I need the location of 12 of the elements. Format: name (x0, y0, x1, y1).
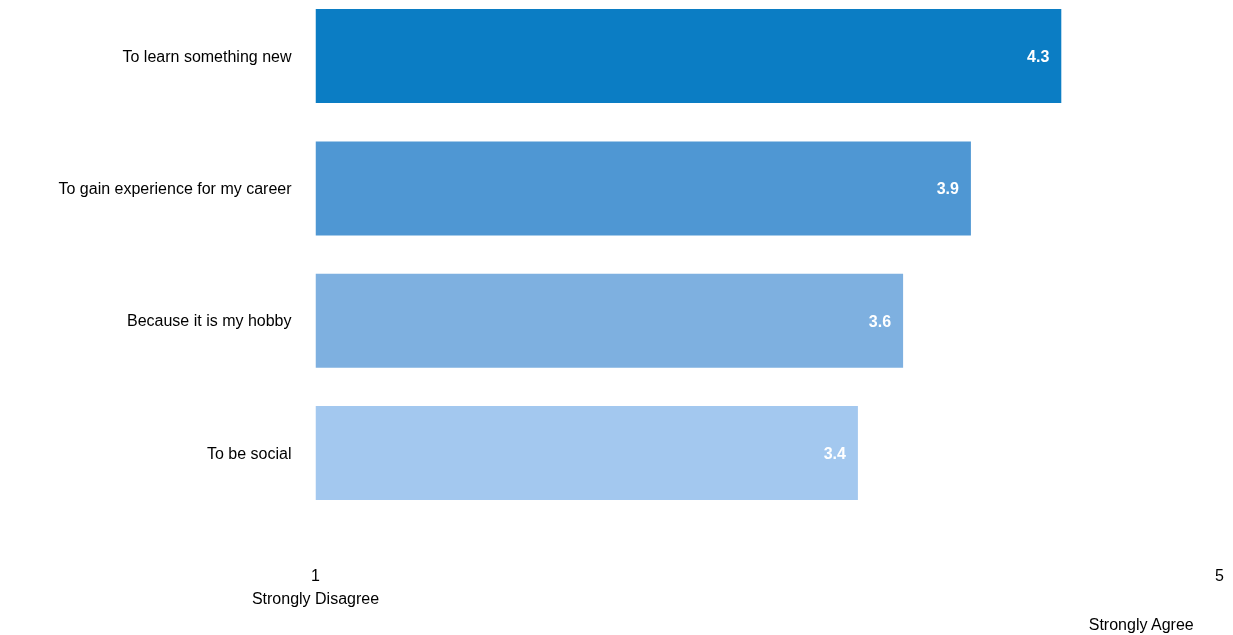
x-tick-label: 1 (311, 566, 321, 584)
data-label: 3.6 (868, 312, 892, 330)
x-tick-label: 5 (1215, 566, 1225, 584)
y-tick-label: To gain experience for my career (58, 179, 293, 197)
y-tick-label: Because it is my hobby (126, 312, 292, 330)
text: Strongly Agree (1088, 615, 1194, 633)
data-label: 4.3 (1027, 48, 1050, 66)
data-label: 3.9 (936, 180, 959, 198)
text: Strongly Disagree (251, 589, 380, 607)
data-label: 3.4 (823, 445, 846, 463)
y-tick-label: To learn something new (122, 47, 292, 65)
y-tick-label: To be social (207, 444, 292, 462)
